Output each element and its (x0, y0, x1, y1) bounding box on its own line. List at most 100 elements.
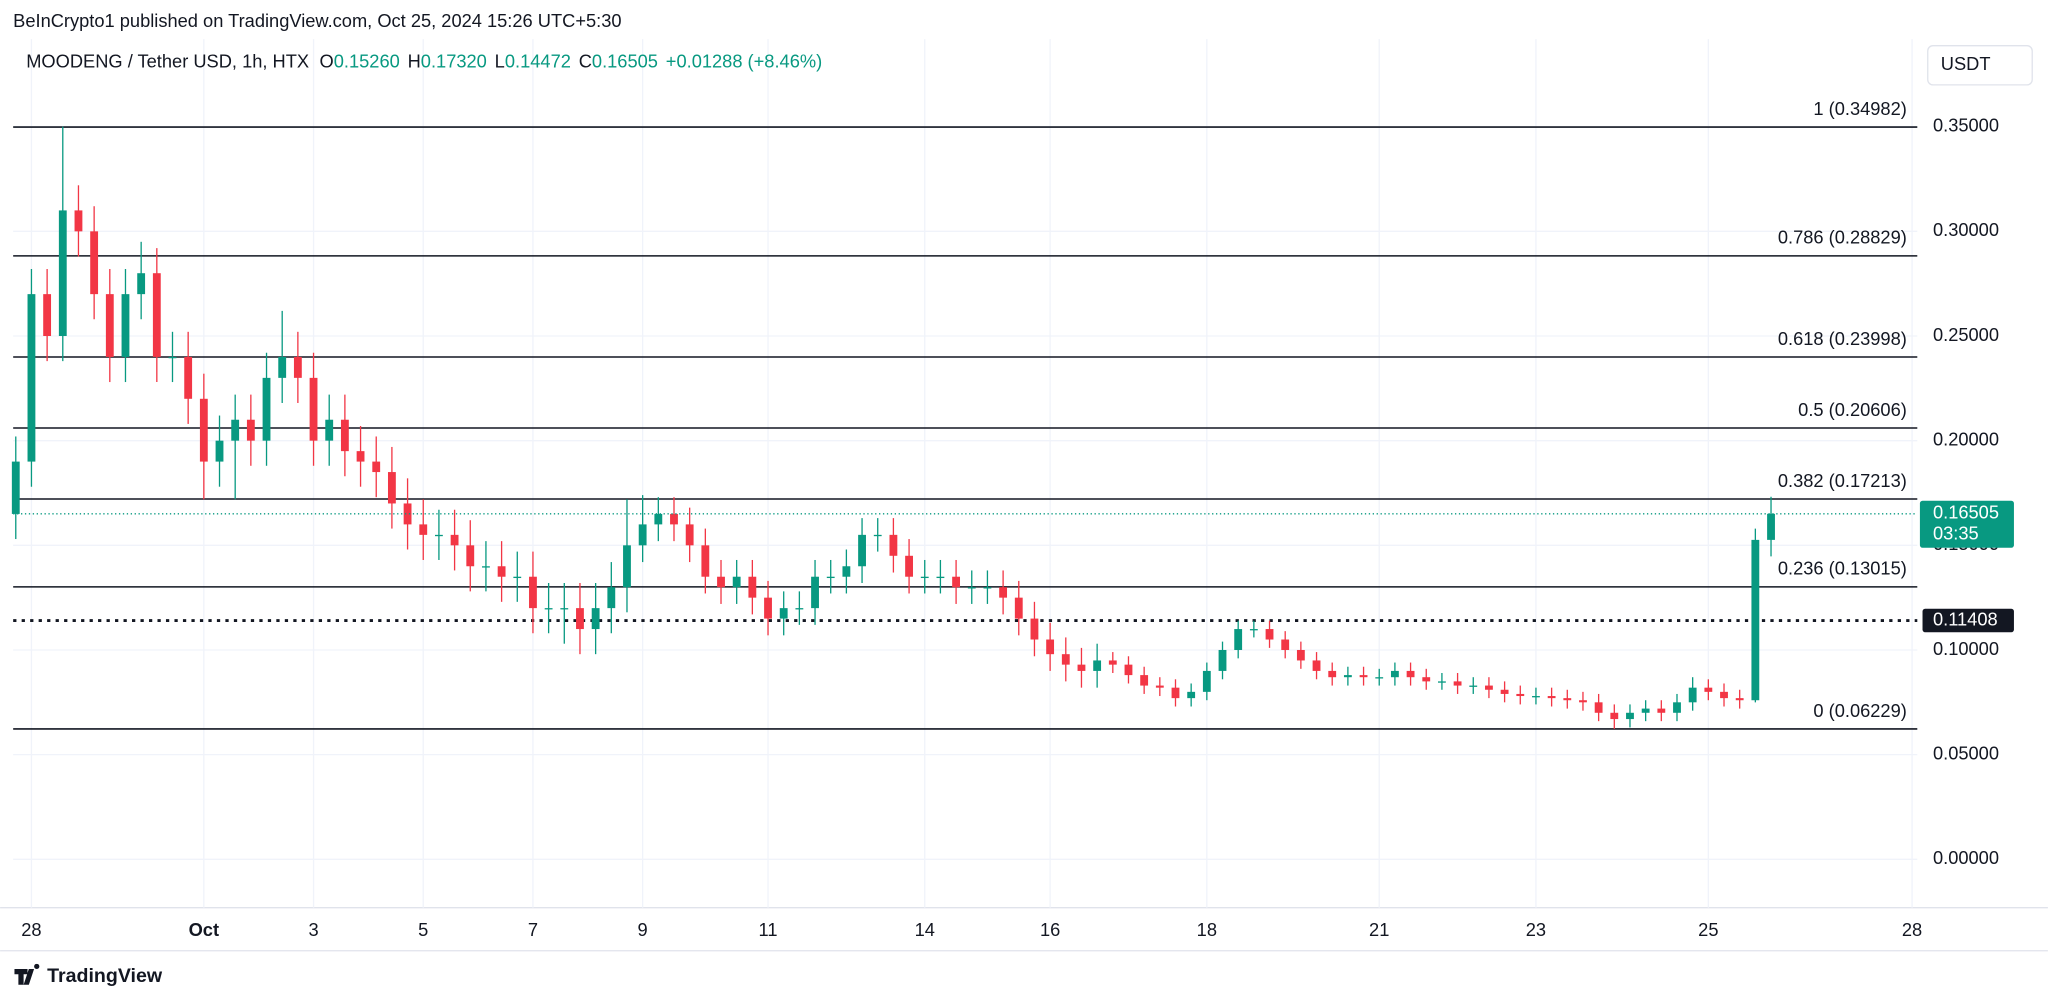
candle-body (1688, 687, 1697, 703)
candle-body (372, 461, 381, 473)
candle-body (1234, 629, 1243, 650)
candle-body (1202, 670, 1211, 692)
candle-body (58, 210, 67, 337)
candle-body (1594, 702, 1603, 713)
candle-body (1187, 691, 1196, 699)
publish-header: BeInCrypto1 published on TradingView.com… (13, 10, 621, 31)
fib-label: 0.382 (0.17213) (1778, 470, 1907, 491)
y-tick-label: 0.25000 (1933, 324, 1999, 345)
candle-body (1657, 708, 1666, 713)
candle-body (1437, 681, 1446, 683)
last-price-box (1919, 500, 2014, 548)
candle-body (1453, 681, 1462, 686)
fib-label: 0.5 (0.20606) (1798, 399, 1907, 420)
x-tick-label: 25 (1698, 919, 1718, 940)
legend-key: O (320, 51, 334, 72)
candle-body (309, 377, 318, 441)
candle-body (1046, 639, 1055, 655)
candle-body (74, 210, 83, 232)
x-tick-label: 23 (1526, 919, 1546, 940)
legend-value: 0.14472 (505, 51, 571, 72)
candle-body (936, 576, 945, 579)
candle-body (1673, 702, 1681, 713)
candle-body (591, 608, 600, 630)
candle-body (1281, 639, 1290, 650)
tradingview-logo (14, 963, 40, 985)
currency-button[interactable] (1927, 45, 2033, 86)
candle-body (1249, 629, 1258, 631)
currency-button-label[interactable]: USDT (1941, 53, 1991, 74)
candle-body (1469, 685, 1478, 687)
candle-body (1312, 660, 1321, 671)
candle-body (1061, 654, 1070, 665)
fib-label: 0.786 (0.28829) (1778, 227, 1907, 248)
candle-body (1108, 660, 1117, 665)
candle-body (670, 513, 678, 525)
candle-body (1532, 696, 1540, 698)
candle-body (1343, 675, 1352, 678)
candle-body (1014, 597, 1023, 619)
candle-body (858, 534, 866, 567)
candle-body (1516, 693, 1525, 697)
candle-body (544, 608, 553, 610)
candle-body (889, 534, 898, 556)
candle-body (513, 576, 522, 579)
candle-body (356, 451, 365, 462)
candle-body (121, 294, 130, 357)
candle-body (262, 377, 271, 441)
legend-key: L (495, 51, 505, 72)
candle-body (1767, 513, 1775, 540)
y-tick-label: 0.10000 (1933, 638, 1999, 659)
candle-body (215, 440, 224, 462)
fib-label: 1 (0.34982) (1813, 98, 1906, 119)
footer-brand: TradingView (47, 965, 163, 987)
x-tick-label: 14 (915, 919, 935, 940)
candle-body (638, 524, 647, 546)
last-price-label: 0.16505 (1933, 502, 1999, 523)
legend-value: 0.16505 (592, 51, 658, 72)
candle-body (482, 566, 490, 568)
candle-body (1406, 670, 1415, 678)
y-tick-label: 0.20000 (1933, 428, 1999, 449)
legend-change: +0.01288 (+8.46%) (666, 51, 822, 72)
candle-body (152, 273, 161, 357)
legend-key: C (579, 51, 592, 72)
candle-body (419, 524, 428, 535)
candle-body (905, 555, 913, 577)
candle-body (450, 534, 459, 546)
x-tick-label: 21 (1369, 919, 1389, 940)
candle-body (466, 545, 475, 567)
fib-label: 0.236 (0.13015) (1778, 558, 1907, 579)
candle-body (748, 576, 757, 598)
candle-body (1547, 696, 1556, 699)
candle-body (983, 587, 992, 589)
candle-body (199, 398, 208, 462)
legend-value: 0.17320 (421, 51, 487, 72)
fib-label: 0.618 (0.23998) (1778, 328, 1907, 349)
candle-body (90, 231, 99, 295)
candle-body (325, 419, 334, 441)
candle-body (685, 524, 694, 546)
x-tick-label: 16 (1040, 919, 1060, 940)
candle-body (1735, 698, 1744, 701)
countdown-label: 03:35 (1933, 523, 1979, 544)
candle-body (1077, 664, 1086, 671)
candle-body (1030, 618, 1039, 640)
x-tick-label: 28 (21, 919, 41, 940)
candle-body (1375, 677, 1384, 679)
candle-body (999, 587, 1008, 598)
support-box (1922, 608, 2014, 633)
candle-body (811, 576, 819, 609)
candle-body (1422, 677, 1431, 682)
fib-label: 0 (0.06229) (1813, 700, 1906, 721)
candle-body (1124, 664, 1133, 676)
candle-body (1751, 539, 1760, 701)
candle-body (1359, 675, 1368, 678)
candle-body (826, 576, 835, 579)
candle-body (576, 608, 584, 630)
candle-body (497, 566, 506, 577)
x-tick-label: 11 (759, 919, 778, 940)
candle-body (1610, 712, 1619, 720)
